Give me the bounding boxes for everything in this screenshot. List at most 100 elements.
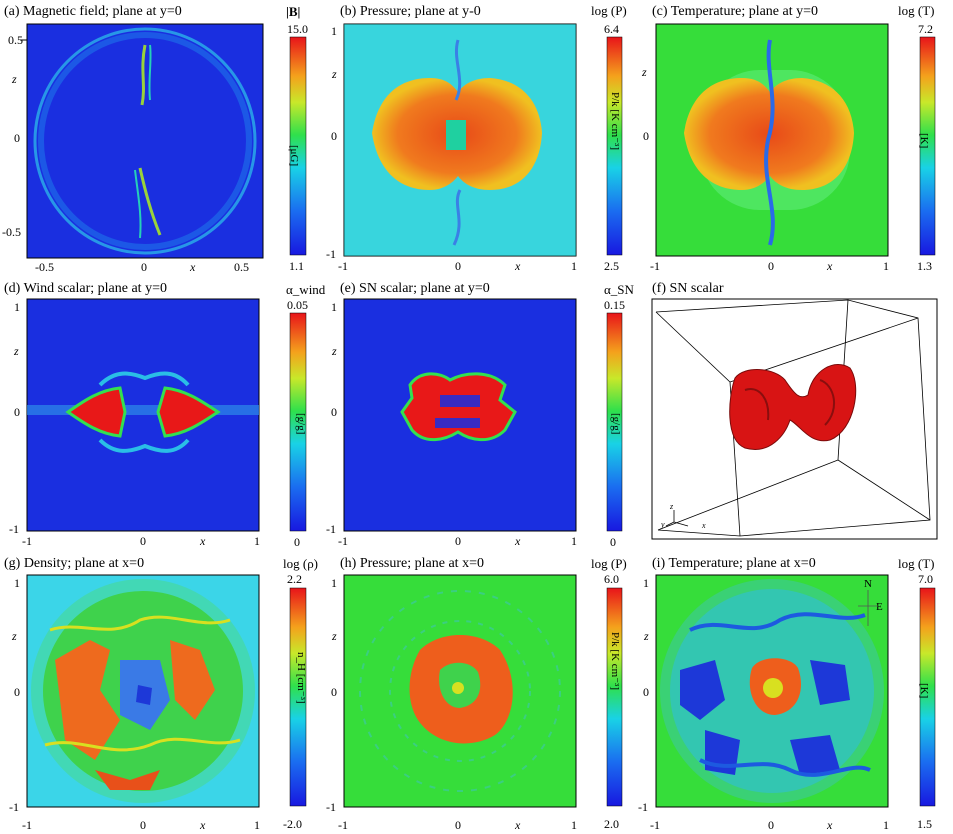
tick-label: -1	[326, 800, 336, 814]
tick-label: 0.5	[234, 260, 249, 274]
tick-label: -1	[338, 534, 348, 548]
colorbar-min: 2.0	[604, 817, 619, 831]
tick-label: z	[11, 629, 17, 643]
tick-label: 0.5	[8, 33, 23, 47]
axis-x-label: x	[701, 521, 706, 530]
tick-label: 1	[883, 259, 889, 273]
colorbar-label: log (ρ)	[283, 556, 318, 571]
colorbar-unit: [K]	[918, 133, 930, 148]
tick-label: 0	[14, 685, 20, 699]
colorbar-min: 1.3	[917, 259, 932, 273]
colorbar-max: 0.05	[287, 298, 308, 312]
colorbar-min: 0	[294, 535, 300, 549]
colorbar-max: 15.0	[287, 22, 308, 36]
tick-label: 0	[455, 818, 461, 832]
tick-label: -1	[638, 800, 648, 814]
sn-scalar-isosurface	[729, 363, 857, 450]
tick-label: 0	[14, 131, 20, 145]
tick-label: -0.5	[2, 225, 21, 239]
tick-label: 0	[643, 129, 649, 143]
colorbar-label: log (T)	[898, 3, 934, 18]
tick-label: z	[331, 67, 337, 81]
panel-g-title: (g) Density; plane at x=0	[4, 556, 144, 571]
panel-a-map	[26, 23, 264, 259]
tick-label: z	[643, 629, 649, 643]
colorbar-max: 2.2	[287, 572, 302, 586]
tick-label: 0	[455, 259, 461, 273]
colorbar-label: α_wind	[286, 282, 326, 297]
colorbar-h	[606, 587, 623, 807]
panel-i-title: (i) Temperature; plane at x=0	[652, 556, 816, 571]
tick-label: -1	[9, 522, 19, 536]
tick-label: -1	[326, 247, 336, 261]
colorbar-unit: n_H [cm⁻³]	[295, 652, 307, 704]
tick-label: 1	[643, 576, 649, 590]
panel-a-title: (a) Magnetic field; plane at y=0	[4, 4, 182, 19]
panel-f: (f) SN scalar z y x	[651, 281, 938, 540]
tick-label: 0	[14, 405, 20, 419]
colorbar-unit: [μG]	[288, 145, 300, 166]
compass-east: E	[876, 601, 883, 613]
colorbar-max: 7.2	[918, 22, 933, 36]
tick-label: 1	[14, 300, 20, 314]
colorbar-unit: [g/g]	[295, 413, 307, 434]
tick-label: 0	[331, 129, 337, 143]
axis-z-label: z	[669, 502, 674, 511]
axes-triad	[665, 510, 689, 527]
panel-i: (i) Temperature; plane at x=0 N E 1 z 0 …	[638, 556, 936, 832]
compass-north: N	[864, 578, 872, 590]
tick-label: -1	[22, 818, 32, 832]
colorbar-max: 6.4	[604, 22, 619, 36]
colorbar-a	[289, 36, 307, 256]
tick-label: 0	[643, 685, 649, 699]
tick-label: x	[514, 818, 521, 832]
tick-label: 1	[331, 24, 337, 38]
tick-label: -1	[650, 259, 660, 273]
tick-label: 1	[14, 576, 20, 590]
panel-h-title: (h) Pressure; plane at x=0	[340, 556, 484, 571]
tick-label: 1	[571, 534, 577, 548]
tick-label: 0	[141, 260, 147, 274]
tick-label: x	[514, 534, 521, 548]
panel-f-title: (f) SN scalar	[652, 281, 724, 296]
tick-label: -1	[338, 818, 348, 832]
panel-d: (d) Wind scalar; plane at y=0 1 z 0 -1 -…	[4, 281, 326, 549]
tick-label: 1	[571, 818, 577, 832]
panel-h: (h) Pressure; plane at x=0 1 z 0 -1 -1 0…	[326, 556, 627, 832]
colorbar-unit: [K]	[918, 683, 930, 698]
tick-label: -1	[338, 259, 348, 273]
colorbar-label: log (T)	[898, 556, 934, 571]
panel-c-title: (c) Temperature; plane at y=0	[652, 4, 818, 19]
tick-label: 1	[331, 300, 337, 314]
colorbar-unit: [g/g]	[610, 413, 622, 434]
axis-y-label: y	[660, 520, 665, 529]
panel-a: (a) Magnetic field; plane at y=0 0.5 z 0…	[2, 4, 308, 274]
tick-label: 1	[883, 818, 889, 832]
tick-label: 0	[455, 534, 461, 548]
tick-label: z	[13, 344, 19, 358]
panel-g: (g) Density; plane at x=0 1 z 0 -1 -1 0 …	[4, 556, 318, 832]
tick-label: 0	[140, 534, 146, 548]
tick-label: 1	[254, 534, 260, 548]
colorbar-b	[606, 36, 623, 256]
colorbar-max: 6.0	[604, 572, 619, 586]
x-axis-label: x	[189, 260, 196, 274]
colorbar-c	[919, 36, 936, 256]
colorbar-min: 1.5	[917, 817, 932, 831]
tick-label: x	[826, 259, 833, 273]
colorbar-max: 7.0	[918, 572, 933, 586]
tick-label: -0.5	[35, 260, 54, 274]
tick-label: z	[331, 629, 337, 643]
colorbar-i	[919, 587, 936, 807]
tick-label: 1	[254, 818, 260, 832]
colorbar-label: log (P)	[591, 3, 627, 18]
colorbar-e	[606, 312, 623, 532]
tick-label: z	[11, 72, 17, 86]
tick-label: -1	[22, 534, 32, 548]
tick-label: x	[199, 534, 206, 548]
tick-label: 0	[768, 818, 774, 832]
tick-label: z	[641, 65, 647, 79]
tick-label: 1	[571, 259, 577, 273]
tick-label: 1	[331, 576, 337, 590]
colorbar-label: |B|	[286, 4, 300, 19]
